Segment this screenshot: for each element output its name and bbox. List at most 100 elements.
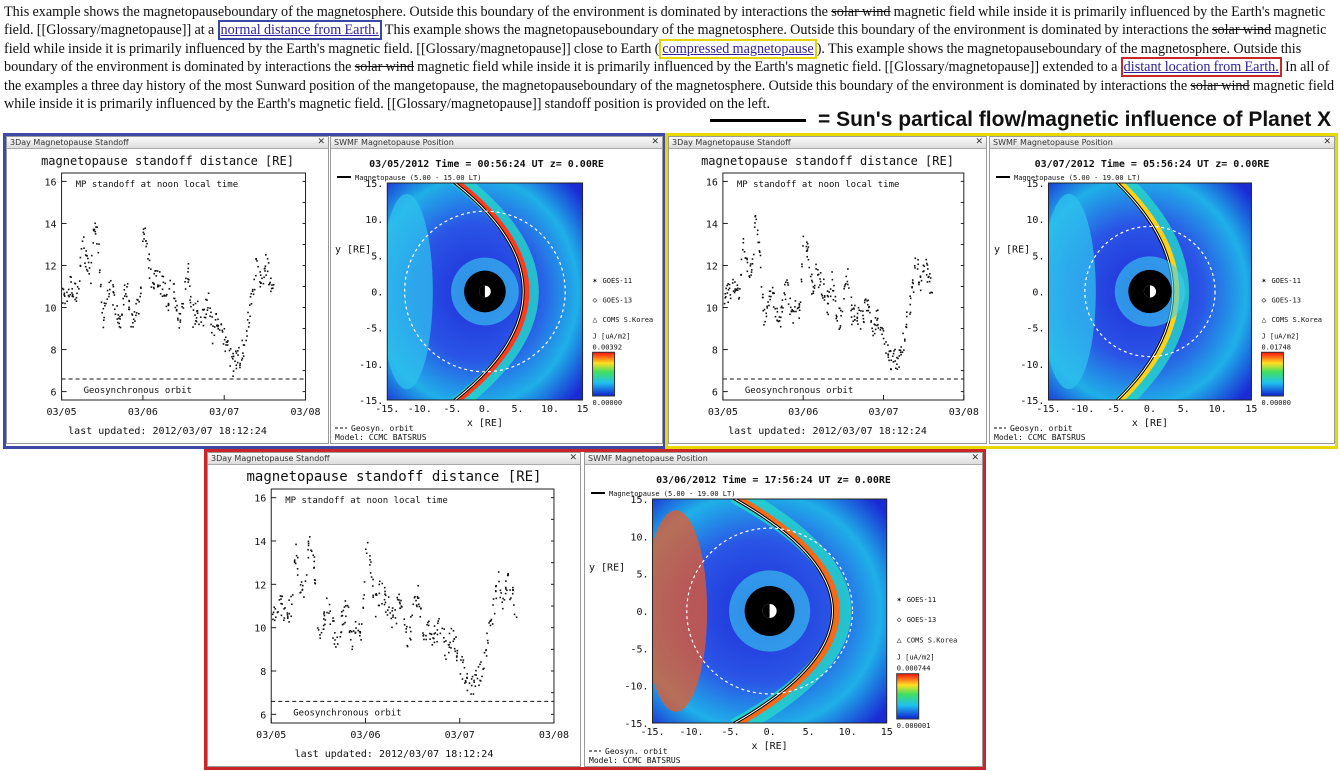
standoff-point [854, 304, 856, 307]
standoff-point [81, 240, 84, 243]
close-icon[interactable]: ✕ [651, 137, 659, 147]
standoff-point [270, 277, 272, 280]
normal-distance-link[interactable]: normal distance from Earth. [217, 20, 382, 41]
standoff-point [345, 615, 347, 618]
position-window[interactable]: SWMF Magnetopause Position ✕ 03/05/2012 Ti… [330, 136, 663, 444]
standoff-point [792, 322, 794, 324]
window-titlebar[interactable]: 3Day Magnetopause Standoff ✕ [7, 137, 328, 149]
standoff-point [299, 584, 302, 586]
standoff-window[interactable]: 3Day Magnetopause Standoff ✕ magnetopause … [6, 136, 329, 444]
window-titlebar[interactable]: SWMF Magnetopause Position ✕ [331, 137, 662, 149]
standoff-point [168, 288, 171, 290]
distant-location-link[interactable]: distant location from Earth. [1120, 57, 1282, 78]
standoff-point [874, 324, 876, 326]
close-icon[interactable]: ✕ [569, 453, 577, 463]
standoff-point [269, 281, 271, 284]
standoff-point [167, 309, 170, 312]
standoff-point [224, 350, 227, 353]
standoff-window[interactable]: 3Day Magnetopause Standoff ✕ magnetopause … [668, 136, 987, 444]
standoff-point [135, 302, 137, 305]
standoff-point [460, 659, 462, 661]
y-tick-label: 6 [712, 388, 718, 399]
standoff-point [774, 307, 776, 310]
standoff-point [209, 315, 211, 318]
standoff-point [425, 634, 427, 637]
standoff-point [759, 254, 762, 257]
standoff-point [112, 291, 114, 293]
standoff-point [181, 302, 183, 305]
standoff-point [370, 561, 372, 563]
standoff-point [459, 673, 462, 675]
standoff-point [232, 375, 234, 378]
standoff-point [203, 316, 206, 319]
standoff-point [433, 625, 436, 627]
standoff-point [245, 339, 248, 342]
updated-timestamp: last updated: 2012/03/07 18:12:24 [295, 749, 494, 760]
standoff-point [94, 230, 97, 233]
close-icon[interactable]: ✕ [317, 137, 325, 147]
standoff-point [163, 295, 166, 297]
standoff-point [470, 693, 472, 695]
standoff-point [377, 604, 380, 607]
paragraph-text: In all of the examples a three day histo… [4, 59, 1330, 94]
window-titlebar[interactable]: 3Day Magnetopause Standoff ✕ [669, 137, 986, 149]
standoff-point [275, 616, 277, 619]
standoff-point [347, 606, 350, 608]
standoff-point [812, 285, 815, 288]
normal-distance-frame [3, 133, 666, 449]
standoff-point [189, 299, 191, 301]
standoff-point [99, 269, 101, 271]
window-titlebar[interactable]: 3Day Magnetopause Standoff ✕ [208, 453, 580, 465]
position-window[interactable]: SWMF Magnetopause Position ✕ 03/06/2012 Ti… [584, 452, 983, 767]
standoff-point [483, 651, 486, 654]
standoff-point [897, 357, 899, 360]
standoff-point [731, 282, 734, 284]
standoff-point [192, 309, 195, 311]
window-titlebar[interactable]: SWMF Magnetopause Position ✕ [585, 453, 982, 465]
standoff-point [426, 623, 428, 626]
standoff-point [187, 278, 189, 280]
standoff-point [786, 279, 788, 281]
standoff-point [155, 275, 158, 277]
compressed-magnetopause-link[interactable]: compressed magnetopause [659, 38, 817, 59]
standoff-point [466, 673, 468, 675]
standoff-point [281, 603, 283, 605]
standoff-point [811, 281, 814, 283]
standoff-point [313, 567, 315, 569]
x-tick-label: 03/06 [350, 730, 380, 741]
standoff-point [192, 326, 194, 328]
standoff-point [222, 343, 225, 345]
standoff-point [316, 627, 319, 629]
standoff-point [455, 656, 458, 658]
close-icon[interactable]: ✕ [971, 453, 979, 463]
standoff-point [293, 561, 296, 564]
standoff-point [157, 284, 159, 286]
standoff-point [850, 316, 853, 318]
standoff-point [323, 612, 325, 615]
standoff-point [900, 346, 903, 348]
position-window[interactable]: SWMF Magnetopause Position ✕ 03/07/2012 Ti… [989, 136, 1335, 444]
magnetopause-legend: Magnetopause (5.00 - 15.00 LT) [355, 174, 481, 182]
window-titlebar[interactable]: SWMF Magnetopause Position ✕ [990, 137, 1334, 149]
standoff-point [905, 311, 908, 313]
standoff-point [122, 297, 124, 300]
standoff-point [806, 255, 809, 258]
standoff-point [150, 286, 153, 288]
standoff-point [384, 594, 387, 597]
standoff-point [808, 266, 811, 269]
x-tick-label: -10. [1070, 404, 1094, 415]
standoff-window[interactable]: 3Day Magnetopause Standoff ✕ magnetopause … [207, 452, 581, 767]
standoff-point [61, 287, 64, 290]
standoff-point [256, 260, 258, 262]
standoff-point [95, 226, 97, 228]
close-icon[interactable]: ✕ [1323, 137, 1331, 147]
standoff-point [827, 295, 829, 298]
standoff-point [846, 280, 849, 283]
close-icon[interactable]: ✕ [975, 137, 983, 147]
standoff-chart: magnetopause standoff distance [RE] 16 14 1… [701, 154, 979, 437]
paragraph-text: ). This example shows the magnetopausebo… [4, 40, 1302, 76]
standoff-point [486, 639, 489, 642]
standoff-point [326, 611, 328, 614]
magnetopause-plot: 03/07/2012 Time = 05:56:24 UT z= 0.00RE M… [994, 158, 1322, 442]
standoff-point [273, 606, 275, 609]
